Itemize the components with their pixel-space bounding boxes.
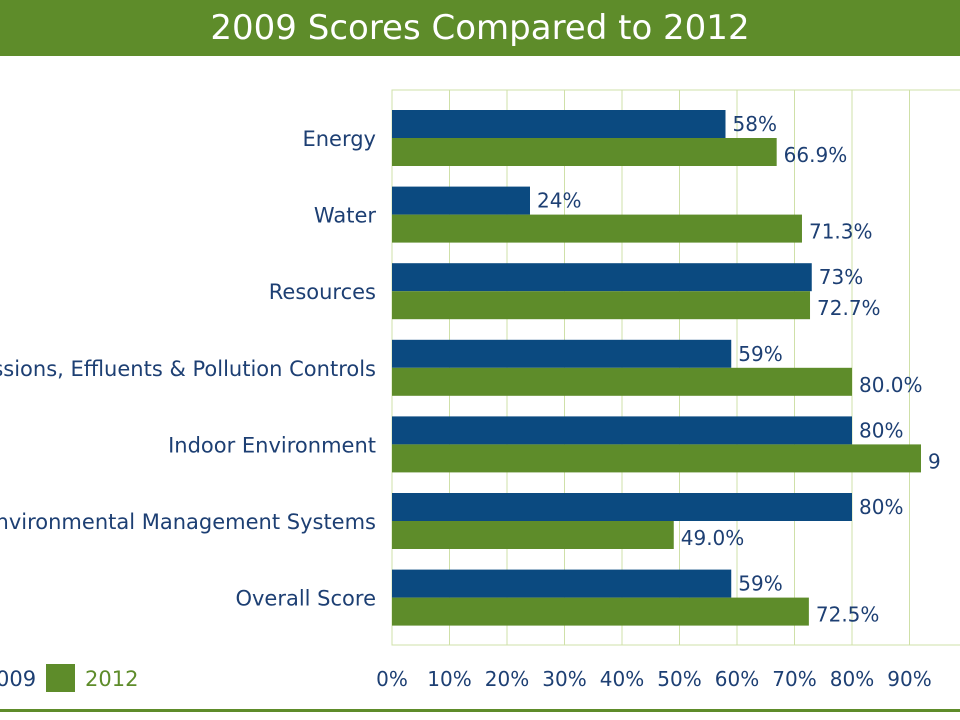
x-tick-label: 0%: [376, 667, 408, 691]
value-label-2012-7: 72.5%: [816, 603, 880, 627]
bar-2012-1: [392, 138, 777, 166]
value-label-2009-3: 73%: [819, 265, 863, 289]
category-label-1: Energy: [302, 127, 376, 151]
category-label-3: Resources: [269, 280, 376, 304]
value-label-2009-7: 59%: [738, 572, 782, 596]
bar-2012-3: [392, 291, 811, 320]
bar-2012-4: [392, 367, 852, 396]
value-label-2009-6: 80%: [859, 495, 903, 519]
x-tick-label: 50%: [657, 667, 701, 691]
x-tick-label: 90%: [887, 667, 931, 691]
bar-2009-7: [392, 569, 732, 598]
x-tick-label: 70%: [772, 667, 816, 691]
bar-2012-2: [392, 214, 802, 243]
bar-2012-6: [392, 521, 674, 549]
bar-2009-6: [392, 493, 852, 521]
legend-label-2009: 009: [0, 667, 36, 691]
x-tick-label: 10%: [427, 667, 471, 691]
value-label-2009-1: 58%: [733, 112, 777, 136]
legend-swatch-2012: [46, 664, 75, 692]
title-bar: [0, 0, 960, 56]
bar-2009-1: [392, 110, 726, 138]
chart-title: 2009 Scores Compared to 2012: [210, 8, 750, 48]
value-label-2009-5: 80%: [859, 418, 903, 442]
value-label-2012-1: 66.9%: [784, 143, 848, 167]
bottom-divider: [0, 709, 960, 712]
x-tick-label: 30%: [542, 667, 586, 691]
category-label-4: Emissions, Effluents & Pollution Control…: [0, 357, 376, 381]
x-tick-label: 40%: [600, 667, 644, 691]
x-tick-label: 80%: [830, 667, 874, 691]
category-label-6: Environmental Management Systems: [0, 510, 376, 534]
x-tick-label: 20%: [485, 667, 529, 691]
value-label-2012-5: 9: [928, 449, 941, 473]
bar-2009-3: [392, 263, 812, 292]
bar-2009-4: [392, 339, 732, 368]
category-label-5: Indoor Environment: [168, 433, 376, 457]
category-label-2: Water: [314, 204, 376, 228]
value-label-2012-3: 72.7%: [817, 296, 881, 320]
value-label-2009-2: 24%: [537, 189, 581, 213]
category-label-7: Overall Score: [235, 587, 376, 611]
value-label-2009-4: 59%: [738, 342, 782, 366]
x-tick-label: 60%: [715, 667, 759, 691]
value-label-2012-2: 71.3%: [809, 220, 873, 244]
bar-2012-5: [392, 444, 921, 473]
bar-2009-5: [392, 416, 852, 445]
legend-label-2012: 2012: [85, 667, 138, 691]
bar-2012-7: [392, 597, 809, 626]
bar-2009-2: [392, 186, 530, 215]
value-label-2012-6: 49.0%: [681, 526, 745, 550]
value-label-2012-4: 80.0%: [859, 373, 923, 397]
